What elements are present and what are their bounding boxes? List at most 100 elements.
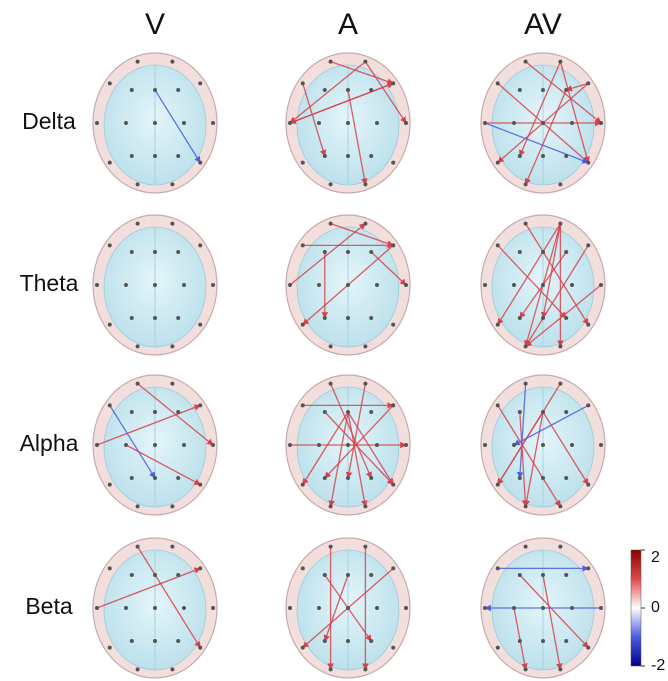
electrode: [211, 606, 215, 610]
electrode: [483, 121, 487, 125]
electrode: [323, 316, 327, 320]
panels: [93, 53, 605, 678]
electrode: [176, 410, 180, 414]
electrode: [170, 382, 174, 386]
electrode: [346, 88, 350, 92]
electrode: [136, 222, 140, 226]
electrode: [130, 573, 134, 577]
electrode: [518, 573, 522, 577]
electrode: [369, 410, 373, 414]
electrode: [363, 545, 367, 549]
electrode: [153, 443, 157, 447]
electrode: [369, 154, 373, 158]
row-label: Theta: [20, 270, 79, 296]
electrode: [124, 121, 128, 125]
electrode: [518, 250, 522, 254]
electrode: [391, 646, 395, 650]
electrode: [391, 323, 395, 327]
electrode: [301, 81, 305, 85]
electrode: [391, 81, 395, 85]
head-panel: [481, 215, 605, 355]
electrode: [182, 121, 186, 125]
electrode: [198, 566, 202, 570]
electrode: [198, 483, 202, 487]
electrode: [541, 250, 545, 254]
electrode: [369, 573, 373, 577]
electrode: [108, 483, 112, 487]
electrode: [375, 121, 379, 125]
electrode: [170, 667, 174, 671]
electrode: [586, 81, 590, 85]
electrode: [524, 222, 528, 226]
electrode: [404, 606, 408, 610]
electrode: [599, 606, 603, 610]
electrode: [323, 476, 327, 480]
electrode: [198, 323, 202, 327]
electrode: [570, 283, 574, 287]
electrode: [211, 443, 215, 447]
electrode: [496, 323, 500, 327]
electrode: [323, 154, 327, 158]
electrode: [211, 121, 215, 125]
electrode: [329, 222, 333, 226]
electrode: [153, 639, 157, 643]
electrode: [170, 545, 174, 549]
electrode: [329, 182, 333, 186]
electrode: [512, 606, 516, 610]
column-label: AV: [524, 8, 562, 41]
head-panel: [93, 375, 217, 515]
electrode: [541, 154, 545, 158]
electrode: [95, 283, 99, 287]
electrode: [483, 283, 487, 287]
electrode: [518, 639, 522, 643]
electrode: [558, 382, 562, 386]
electrode: [153, 316, 157, 320]
head-panel: [286, 215, 410, 355]
electrode: [564, 639, 568, 643]
electrode: [124, 283, 128, 287]
electrode: [153, 250, 157, 254]
row-label: Delta: [22, 108, 76, 134]
electrode: [182, 443, 186, 447]
electrode: [564, 476, 568, 480]
electrode: [346, 250, 350, 254]
electrode: [524, 344, 528, 348]
electrode: [496, 483, 500, 487]
electrode: [375, 283, 379, 287]
head-panel: [286, 53, 410, 193]
electrode: [329, 344, 333, 348]
electrode: [130, 250, 134, 254]
head-panel: [481, 53, 605, 193]
electrode: [346, 154, 350, 158]
electrode: [329, 504, 333, 508]
electrode: [564, 154, 568, 158]
electrode: [586, 243, 590, 247]
electrode: [564, 573, 568, 577]
electrode: [288, 443, 292, 447]
electrode: [153, 88, 157, 92]
electrode: [570, 606, 574, 610]
electrode: [323, 88, 327, 92]
head-panel: [481, 538, 605, 678]
electrode: [541, 410, 545, 414]
electrode: [363, 504, 367, 508]
electrode: [198, 403, 202, 407]
electrode: [346, 410, 350, 414]
colorbar-tick-label: 0: [651, 599, 660, 616]
electrode: [570, 121, 574, 125]
electrode: [541, 639, 545, 643]
electrode: [346, 316, 350, 320]
electrode: [558, 504, 562, 508]
electrode: [323, 639, 327, 643]
electrode: [301, 323, 305, 327]
electrode: [153, 573, 157, 577]
electrode: [198, 161, 202, 165]
electrode: [136, 344, 140, 348]
electrode: [211, 283, 215, 287]
electrode: [153, 154, 157, 158]
electrode: [496, 646, 500, 650]
electrode: [136, 382, 140, 386]
electrode: [363, 182, 367, 186]
figure: VAAVDeltaThetaAlphaBeta20-2: [0, 0, 668, 681]
electrode: [564, 88, 568, 92]
